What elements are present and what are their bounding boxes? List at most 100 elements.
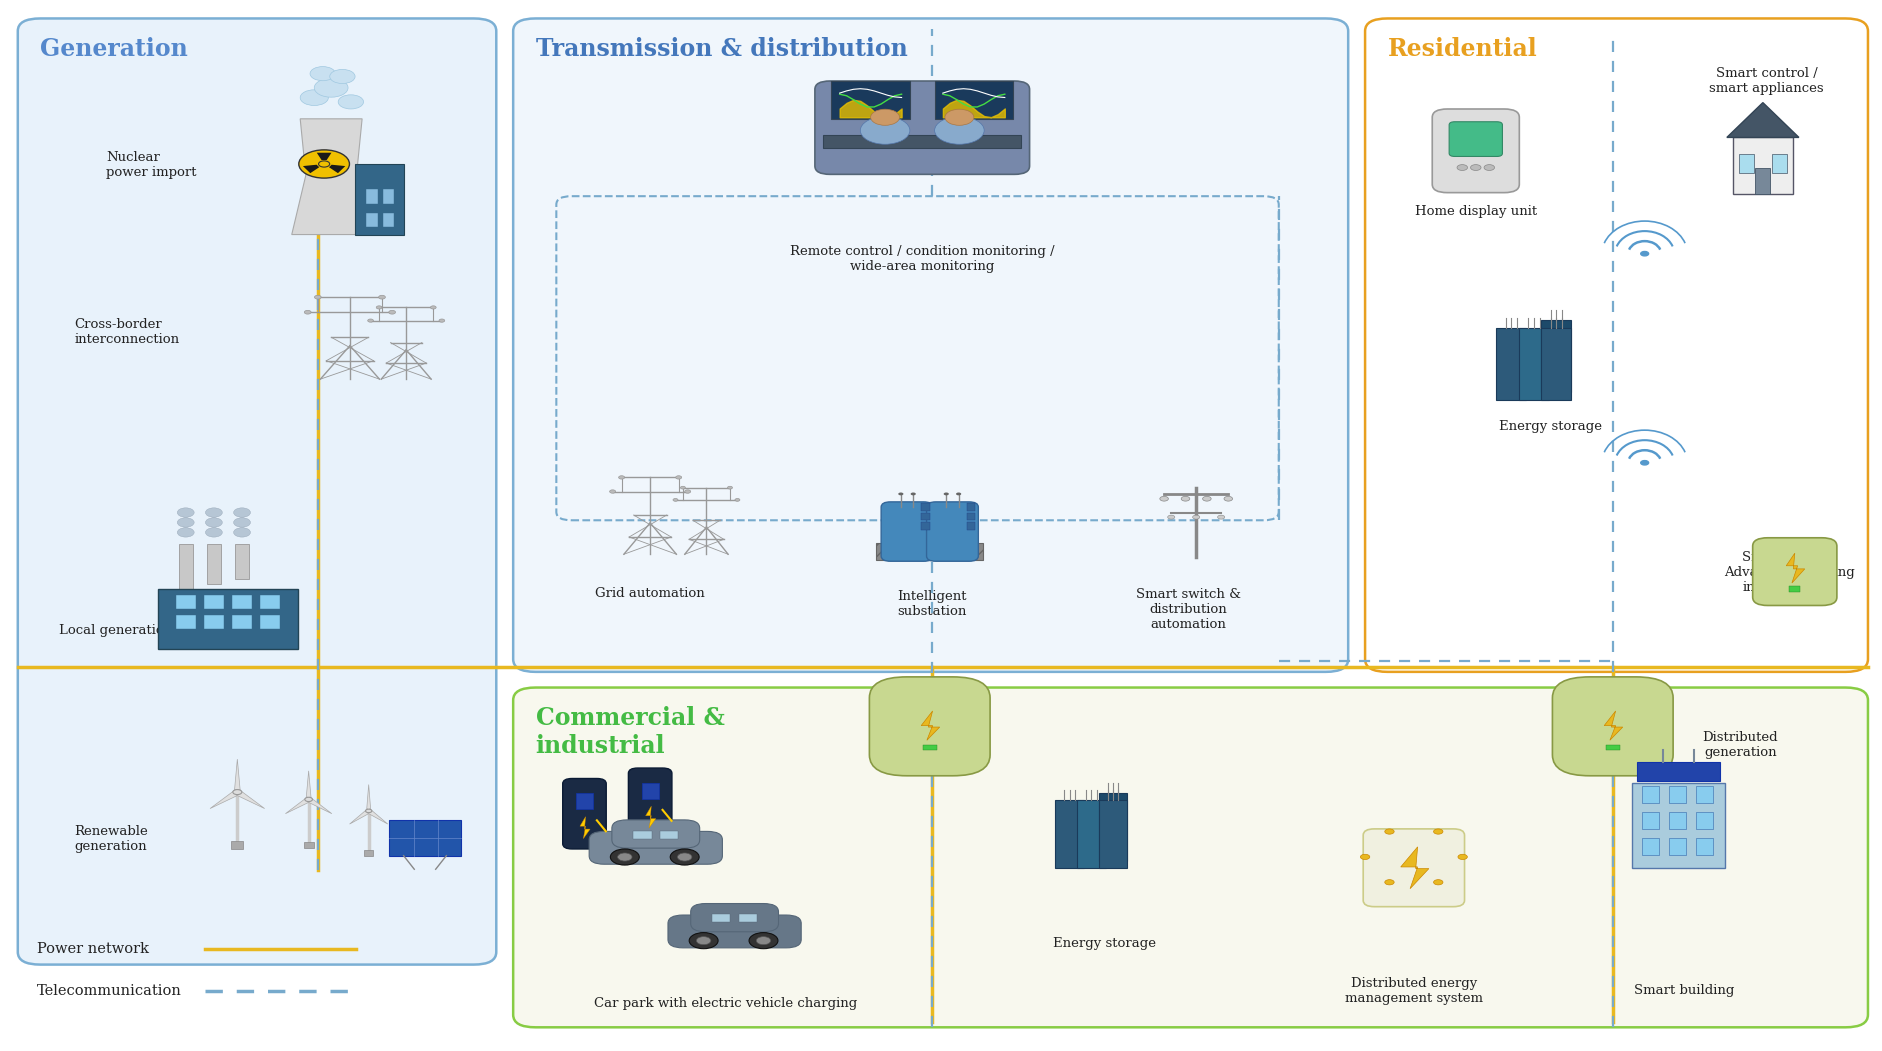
Polygon shape (367, 784, 371, 811)
Circle shape (678, 853, 693, 861)
FancyBboxPatch shape (832, 81, 909, 120)
Text: Power network: Power network (36, 942, 149, 956)
Text: Car park with electric vehicle charging: Car park with electric vehicle charging (593, 996, 856, 1010)
FancyBboxPatch shape (384, 213, 395, 227)
Circle shape (311, 66, 335, 81)
Circle shape (689, 932, 719, 949)
Circle shape (431, 306, 437, 309)
Polygon shape (367, 808, 388, 824)
FancyBboxPatch shape (822, 135, 1022, 148)
Text: Smart control /
smart appliances: Smart control / smart appliances (1709, 67, 1824, 96)
Text: Energy storage: Energy storage (1500, 419, 1602, 433)
FancyBboxPatch shape (260, 595, 280, 609)
FancyBboxPatch shape (203, 595, 224, 609)
Circle shape (674, 498, 678, 501)
Circle shape (314, 295, 322, 300)
Text: Transmission & distribution: Transmission & distribution (536, 37, 907, 61)
FancyBboxPatch shape (926, 502, 979, 561)
Circle shape (233, 518, 250, 528)
FancyBboxPatch shape (691, 904, 779, 932)
Text: Smart building: Smart building (1634, 984, 1733, 997)
FancyBboxPatch shape (1432, 109, 1519, 192)
FancyBboxPatch shape (869, 677, 990, 776)
Circle shape (1361, 854, 1370, 860)
Circle shape (205, 518, 222, 528)
Polygon shape (1603, 710, 1622, 740)
FancyBboxPatch shape (1739, 154, 1754, 173)
FancyBboxPatch shape (1771, 154, 1786, 173)
FancyBboxPatch shape (175, 615, 196, 628)
Text: Smart switch &
distribution
automation: Smart switch & distribution automation (1137, 588, 1242, 631)
FancyBboxPatch shape (1637, 762, 1720, 781)
Circle shape (736, 498, 740, 501)
FancyBboxPatch shape (1643, 786, 1658, 803)
FancyBboxPatch shape (1496, 328, 1526, 400)
Circle shape (177, 528, 194, 537)
FancyBboxPatch shape (1077, 801, 1107, 868)
FancyBboxPatch shape (1643, 812, 1658, 828)
Circle shape (1159, 496, 1169, 501)
Polygon shape (1400, 847, 1428, 889)
Polygon shape (211, 789, 239, 808)
Circle shape (314, 79, 348, 97)
Circle shape (943, 493, 949, 495)
Circle shape (329, 69, 356, 83)
FancyBboxPatch shape (1056, 801, 1084, 868)
FancyBboxPatch shape (260, 615, 280, 628)
Circle shape (676, 476, 681, 479)
Circle shape (610, 490, 615, 493)
FancyBboxPatch shape (1643, 838, 1658, 854)
FancyBboxPatch shape (1696, 812, 1713, 828)
Text: Grid automation: Grid automation (595, 586, 706, 600)
Polygon shape (316, 152, 331, 160)
Circle shape (305, 310, 311, 314)
FancyBboxPatch shape (922, 522, 930, 530)
FancyBboxPatch shape (1752, 538, 1837, 605)
FancyBboxPatch shape (1696, 786, 1713, 803)
Text: Commercial &
industrial: Commercial & industrial (536, 706, 725, 758)
FancyBboxPatch shape (231, 615, 252, 628)
Circle shape (1434, 829, 1443, 834)
Circle shape (339, 95, 363, 109)
Circle shape (757, 936, 772, 945)
FancyBboxPatch shape (175, 595, 196, 609)
FancyBboxPatch shape (922, 744, 937, 750)
FancyBboxPatch shape (642, 783, 659, 799)
FancyBboxPatch shape (1099, 792, 1127, 861)
FancyBboxPatch shape (207, 544, 220, 584)
Text: Remote control / condition monitoring /
wide-area monitoring: Remote control / condition monitoring / … (790, 245, 1054, 273)
Circle shape (177, 518, 194, 528)
FancyBboxPatch shape (967, 513, 975, 520)
Circle shape (1485, 165, 1494, 170)
Circle shape (1203, 496, 1212, 501)
FancyBboxPatch shape (365, 850, 373, 857)
Circle shape (367, 320, 373, 323)
FancyBboxPatch shape (17, 19, 497, 965)
Circle shape (376, 306, 382, 309)
Polygon shape (292, 119, 371, 234)
Polygon shape (303, 165, 320, 173)
Circle shape (619, 476, 625, 479)
Text: Residential: Residential (1387, 37, 1538, 61)
FancyBboxPatch shape (384, 189, 395, 204)
FancyBboxPatch shape (668, 915, 802, 948)
Circle shape (299, 150, 350, 178)
Circle shape (1641, 460, 1649, 465)
Polygon shape (646, 806, 655, 828)
FancyBboxPatch shape (1790, 586, 1801, 593)
FancyBboxPatch shape (1099, 801, 1127, 868)
FancyBboxPatch shape (1669, 786, 1686, 803)
Polygon shape (286, 797, 311, 813)
Circle shape (439, 320, 444, 323)
FancyBboxPatch shape (303, 842, 314, 848)
Circle shape (233, 789, 241, 795)
Circle shape (935, 117, 984, 144)
Circle shape (1470, 165, 1481, 170)
FancyBboxPatch shape (881, 502, 933, 561)
FancyBboxPatch shape (935, 81, 1013, 120)
FancyBboxPatch shape (514, 19, 1348, 672)
Circle shape (898, 493, 903, 495)
Text: Renewable
generation: Renewable generation (73, 825, 149, 853)
Circle shape (1434, 880, 1443, 885)
Text: Distributed energy
management system: Distributed energy management system (1346, 976, 1483, 1005)
